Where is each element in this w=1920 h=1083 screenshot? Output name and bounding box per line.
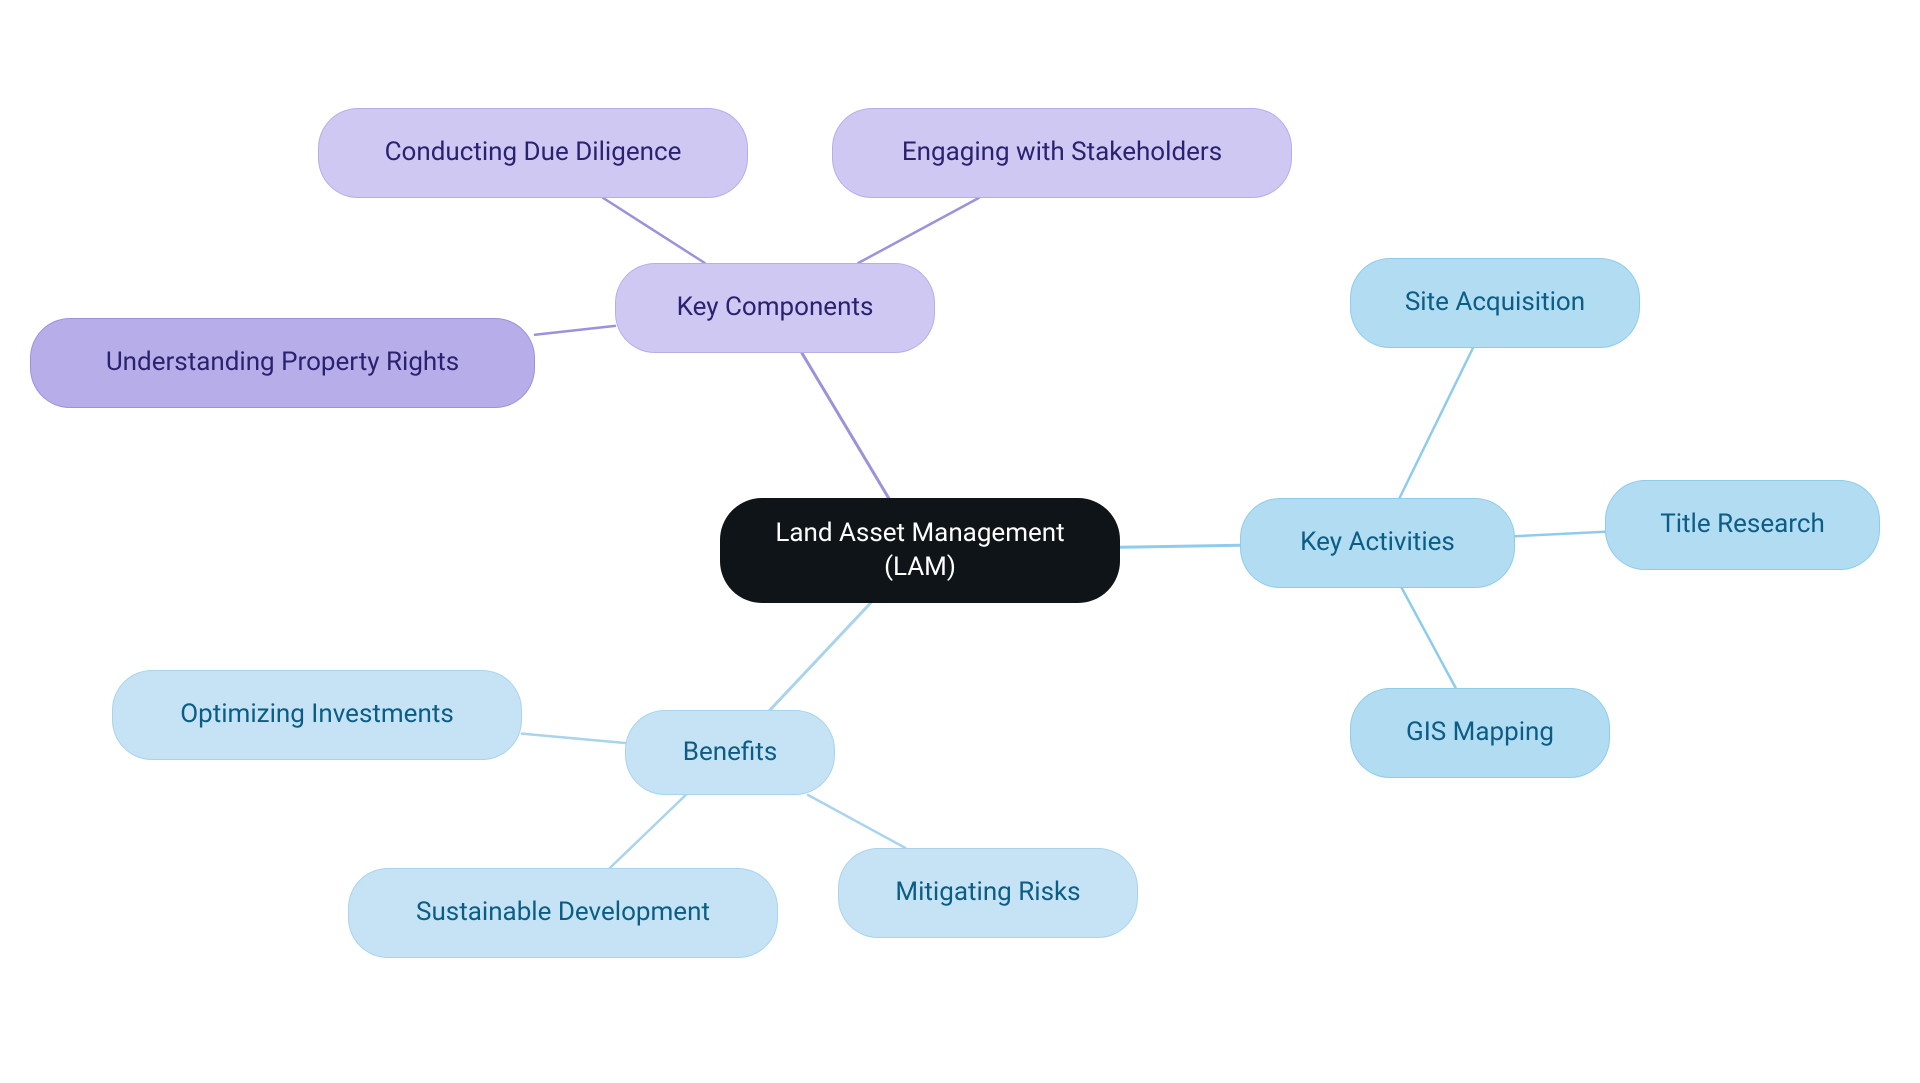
node-sustainable: Sustainable Development [348, 868, 778, 958]
mindmap-canvas: Land Asset Management (LAM) Key Componen… [0, 0, 1920, 1083]
node-benefits: Benefits [625, 710, 835, 795]
node-title-research: Title Research [1605, 480, 1880, 570]
node-site-acquisition: Site Acquisition [1350, 258, 1640, 348]
node-property-rights: Understanding Property Rights [30, 318, 535, 408]
node-stakeholders: Engaging with Stakeholders [832, 108, 1292, 198]
node-optimizing: Optimizing Investments [112, 670, 522, 760]
node-due-diligence: Conducting Due Diligence [318, 108, 748, 198]
node-mitigating: Mitigating Risks [838, 848, 1138, 938]
node-gis-mapping: GIS Mapping [1350, 688, 1610, 778]
node-key-components: Key Components [615, 263, 935, 353]
node-key-activities: Key Activities [1240, 498, 1515, 588]
node-center: Land Asset Management (LAM) [720, 498, 1120, 603]
